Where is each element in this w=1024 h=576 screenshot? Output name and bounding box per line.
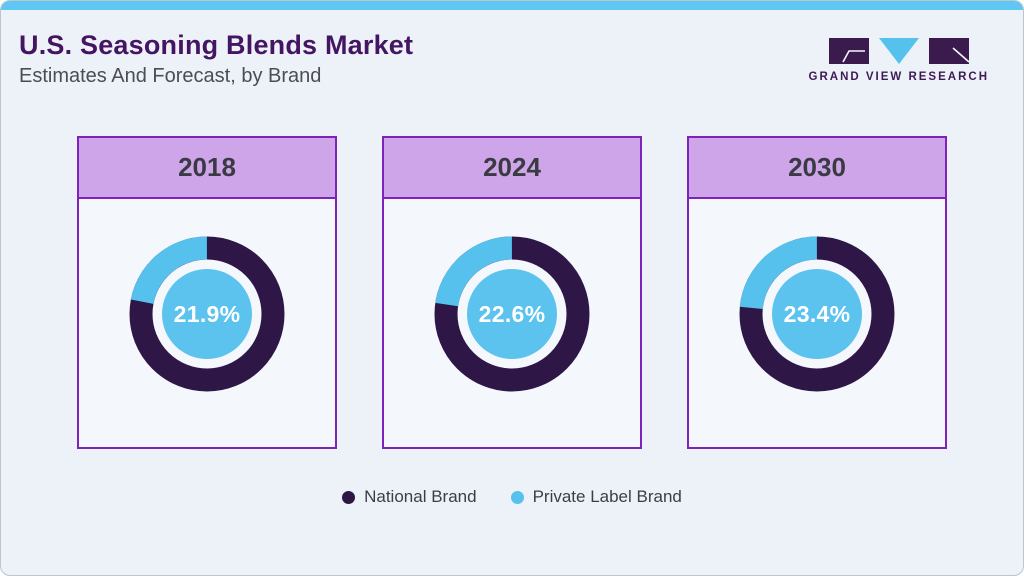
- card-2024-header: 2024: [384, 138, 640, 199]
- donut-center-value: 23.4%: [783, 300, 851, 327]
- card-2018-header: 2018: [79, 138, 335, 199]
- donut-chart-2018: 21.9%: [122, 229, 292, 399]
- header: U.S. Seasoning Blends Market Estimates A…: [1, 10, 1023, 88]
- page-title: U.S. Seasoning Blends Market: [19, 30, 414, 60]
- card-year-label: 2018: [178, 152, 236, 182]
- gvr-logo-icon: [828, 38, 969, 64]
- card-2018: 2018 21.9%: [77, 136, 337, 449]
- legend: National Brand Private Label Brand: [1, 487, 1023, 507]
- card-year-label: 2024: [483, 152, 541, 182]
- card-2030-header: 2030: [689, 138, 945, 199]
- donut-svg: [739, 236, 895, 392]
- card-2024: 2024 22.6%: [382, 136, 642, 449]
- donut-svg: [434, 236, 590, 392]
- national-brand-dot-icon: [342, 490, 356, 504]
- legend-item-private-label-brand: Private Label Brand: [510, 487, 682, 507]
- grand-view-research-logo: GRAND VIEW RESEARCH: [809, 38, 989, 83]
- logo-wordmark: GRAND VIEW RESEARCH: [808, 71, 989, 83]
- card-year-label: 2030: [788, 152, 846, 182]
- donut-center-value: 22.6%: [478, 300, 546, 327]
- title-block: U.S. Seasoning Blends Market Estimates A…: [19, 30, 413, 88]
- card-2030: 2030 23.4%: [687, 136, 947, 449]
- donut-svg: [129, 236, 285, 392]
- donut-cards: 2018 21.9% 2024 22.6%: [1, 136, 1023, 449]
- donut-center-value: 21.9%: [173, 300, 241, 327]
- legend-label: Private Label Brand: [532, 487, 682, 506]
- donut-chart-2024: 22.6%: [427, 229, 597, 399]
- donut-chart-2030: 23.4%: [732, 229, 902, 399]
- legend-item-national-brand: National Brand: [342, 487, 477, 507]
- legend-label: National Brand: [364, 487, 477, 506]
- private-label-brand-dot-icon: [510, 490, 524, 504]
- page-subtitle: Estimates And Forecast, by Brand: [19, 65, 322, 87]
- top-accent-bar: [1, 1, 1023, 10]
